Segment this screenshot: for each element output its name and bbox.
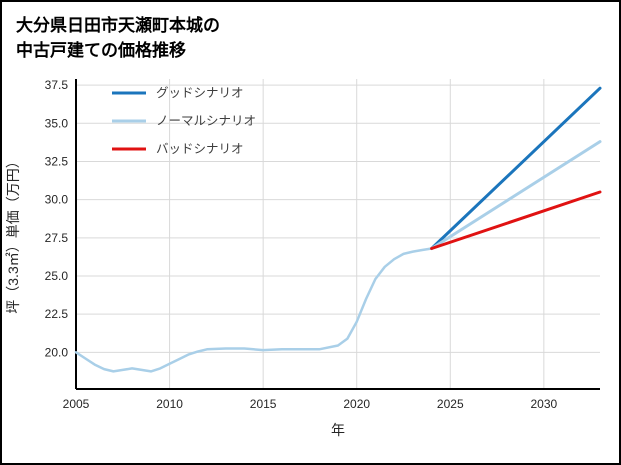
x-tick-label: 2020 [343,397,370,411]
x-tick-label: 2015 [250,397,277,411]
y-tick-label: 25.0 [45,269,69,283]
y-tick-label: 20.0 [45,346,69,360]
page-title: 大分県日田市天瀬町本城の 中古戸建ての価格推移 [2,2,619,63]
legend-label-good-scenario: グッドシナリオ [156,86,244,100]
x-axis-label: 年 [331,422,345,438]
legend-label-normal-scenario: ノーマルシナリオ [156,114,256,128]
price-trend-chart: 20.0 22.5 25.0 27.5 30.0 32.5 35.0 37.5 2005 2010… [5,78,602,438]
x-tick-label: 2010 [156,397,183,411]
x-tick-label: 2025 [437,397,464,411]
x-tick-label: 2030 [531,397,558,411]
series-normal-scenario [430,140,602,251]
y-tick-label: 37.5 [45,78,69,92]
y-tick-label: 35.0 [45,117,69,131]
x-tick-label: 2005 [63,397,90,411]
y-tick-label: 32.5 [45,155,69,169]
y-tick-label: 22.5 [45,307,69,321]
legend-label-bad-scenario: バッドシナリオ [156,142,244,156]
series-bad-scenario [430,190,602,251]
page-title-line1: 大分県日田市天瀬町本城の [16,16,220,35]
series-good-scenario [430,86,602,251]
y-axis-label: 坪（3.3㎡）単価（万円） [5,155,21,314]
series-historical-price [74,247,433,373]
y-tick-label: 27.5 [45,231,69,245]
page-title-line2: 中古戸建ての価格推移 [16,40,186,60]
y-tick-label: 30.0 [45,193,69,207]
